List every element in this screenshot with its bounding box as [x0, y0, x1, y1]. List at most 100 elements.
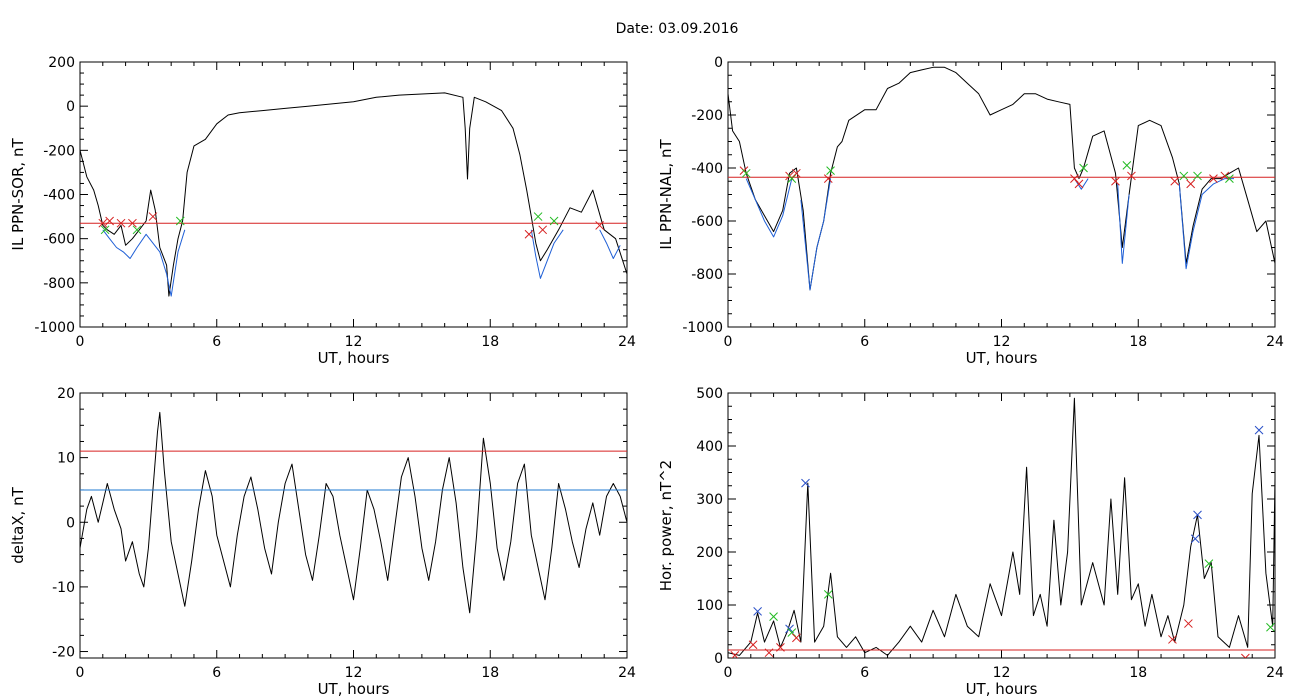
- plot-frame: [79, 392, 628, 659]
- marker-red: [128, 218, 137, 228]
- y-tick-label: -600: [691, 214, 723, 230]
- series-line-blue-2: [800, 178, 832, 291]
- marker-red: [595, 221, 605, 230]
- y-tick-label: 0: [714, 651, 723, 667]
- x-tick-label: 0: [76, 334, 85, 350]
- x-tick-label: 0: [724, 334, 733, 350]
- series-line-blue-3: [599, 229, 621, 259]
- x-tick-label: 24: [618, 334, 636, 350]
- series-line-blue-4: [1117, 183, 1130, 264]
- marker-red: [792, 168, 801, 178]
- marker-red: [524, 229, 534, 239]
- marker-red: [1111, 176, 1120, 186]
- marker-green: [549, 216, 559, 226]
- y-tick-label: 10: [57, 451, 75, 467]
- marker-red: [1074, 179, 1084, 189]
- marker-blue: [1190, 534, 1200, 544]
- panel-p4: 0 6 12 18 24 0 100 200 300 400 500 UT, hours Hor. po…: [657, 386, 1284, 698]
- x-tick-label: 18: [481, 334, 499, 350]
- x-tick-label: 24: [1266, 334, 1284, 350]
- marker-green: [132, 225, 142, 235]
- marker-green: [787, 174, 797, 183]
- marker-red: [116, 218, 126, 228]
- marker-green: [533, 212, 543, 221]
- marker-red: [1241, 653, 1250, 658]
- marker-red: [1220, 171, 1230, 181]
- y-tick-label: 500: [696, 386, 723, 402]
- x-tick-label: 6: [212, 665, 221, 681]
- marker-red: [98, 218, 108, 228]
- marker-red: [1184, 619, 1193, 628]
- marker-green: [1204, 559, 1214, 569]
- x-tick-label: 24: [618, 665, 636, 681]
- series-line-black-0: [728, 397, 1275, 656]
- plot-area: [728, 397, 1275, 658]
- y-axis-label: Hor. power, nT^2: [657, 460, 675, 591]
- marker-red: [1168, 635, 1177, 644]
- marker-red: [730, 650, 740, 658]
- y-tick-label: -1000: [34, 320, 75, 336]
- x-tick-label: 6: [860, 334, 869, 350]
- plot-area: [80, 411, 627, 614]
- marker-red: [105, 216, 114, 226]
- marker-red: [1209, 174, 1218, 183]
- x-tick-label: 12: [993, 334, 1011, 350]
- x-tick-label: 18: [1129, 665, 1147, 681]
- marker-red: [1170, 176, 1180, 186]
- plot-area: [80, 92, 627, 297]
- marker-green: [826, 166, 835, 176]
- marker-red: [764, 648, 774, 658]
- plot-area: [728, 66, 1275, 291]
- panel-p3: 0 6 12 18 24 -20 -10 0 10 20 UT, hours deltaX, nT: [9, 386, 636, 698]
- marker-green: [175, 216, 185, 226]
- marker-green: [1193, 171, 1202, 181]
- marker-green: [1122, 160, 1132, 170]
- y-tick-label: -10: [52, 580, 75, 596]
- y-tick-label: -400: [43, 188, 75, 204]
- x-tick-label: 12: [993, 665, 1011, 681]
- panel-p2: 0 6 12 18 24 -1000 -800 -600 -400 -200 0 UT, hours I…: [657, 55, 1284, 367]
- marker-blue: [801, 478, 810, 488]
- series-line-blue-1: [745, 178, 793, 238]
- y-tick-label: -200: [691, 108, 723, 124]
- y-tick-label: 200: [696, 545, 723, 561]
- x-tick-label: 0: [724, 665, 733, 681]
- y-tick-label: -800: [691, 267, 723, 283]
- marker-red: [1127, 171, 1136, 181]
- figure-title: Date: 03.09.2016: [616, 21, 739, 37]
- y-tick-label: 0: [714, 55, 723, 71]
- marker-green: [823, 590, 833, 599]
- marker-blue: [753, 607, 762, 616]
- y-tick-label: -20: [52, 645, 75, 661]
- marker-red: [748, 640, 758, 650]
- x-tick-label: 6: [212, 334, 221, 350]
- x-tick-label: 0: [76, 665, 85, 681]
- marker-red: [776, 643, 785, 652]
- marker-red: [148, 212, 158, 221]
- marker-green: [741, 168, 751, 178]
- y-tick-label: 20: [57, 386, 75, 402]
- series-line-blue-1: [102, 229, 186, 297]
- y-axis-label: deltaX, nT: [9, 486, 27, 563]
- series-line-blue-2: [530, 229, 564, 279]
- marker-green: [100, 225, 110, 235]
- marker-green: [769, 612, 778, 622]
- marker-green: [787, 628, 797, 637]
- y-tick-label: 200: [48, 55, 75, 71]
- x-tick-label: 12: [345, 334, 363, 350]
- marker-green: [1266, 622, 1275, 632]
- x-axis-label: UT, hours: [318, 680, 390, 698]
- y-tick-label: 100: [696, 598, 723, 614]
- marker-red: [1070, 174, 1079, 183]
- marker-green: [1225, 174, 1234, 183]
- y-tick-label: 400: [696, 439, 723, 455]
- y-tick-label: 0: [66, 515, 75, 531]
- y-tick-label: 300: [696, 492, 723, 508]
- y-tick-label: -600: [43, 232, 75, 248]
- marker-blue: [1193, 510, 1202, 520]
- x-axis-label: UT, hours: [966, 680, 1038, 698]
- x-tick-label: 24: [1266, 665, 1284, 681]
- x-axis-label: UT, hours: [318, 349, 390, 367]
- series-line-black-0: [80, 92, 627, 297]
- x-axis-label: UT, hours: [966, 349, 1038, 367]
